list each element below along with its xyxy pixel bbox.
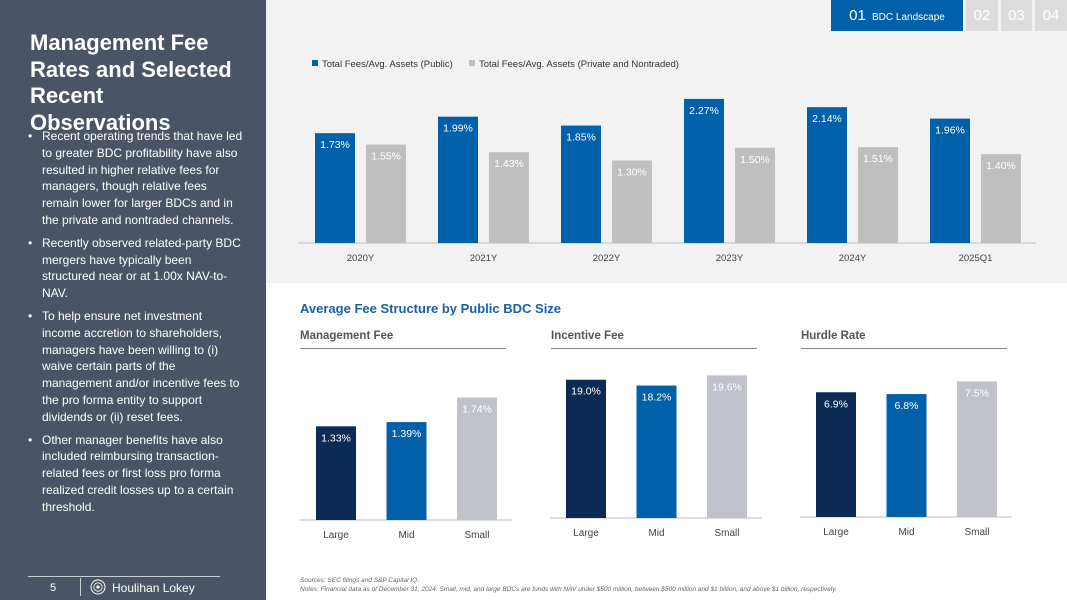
observation-list: Recent operating trends that have led to…	[28, 128, 244, 522]
bullet-item: Recently observed related-party BDC merg…	[28, 235, 244, 302]
management-fee-data-label-mid: 1.39%	[392, 428, 422, 440]
hurdle-rate-x-tick-small: Small	[964, 527, 989, 538]
bar-private-2020Y	[366, 144, 406, 243]
section-title: Average Fee Structure by Public BDC Size	[300, 301, 562, 316]
tab-section-04[interactable]: 04	[1035, 0, 1067, 31]
legend-swatch-private	[469, 60, 475, 66]
data-label-public-2025Q1: 1.96%	[935, 125, 965, 137]
legend-item-public: Total Fees/Avg. Assets (Public)	[312, 59, 453, 70]
bullet-item: To help ensure net investment income acc…	[28, 308, 244, 426]
management-fee-title: Management Fee	[300, 330, 394, 342]
bar-private-2024Y	[858, 147, 898, 243]
incentive-fee-underline	[551, 348, 757, 349]
footnotes: Sources: SEC filings and S&P Capital IQ.…	[300, 576, 837, 594]
incentive-fee-data-label-small: 19.6%	[712, 381, 742, 393]
management-fee-bar-mid	[386, 422, 427, 520]
sidebar: Management Fee Rates and Selected Recent…	[0, 0, 266, 600]
x-tick-label-2020Y: 2020Y	[347, 253, 375, 264]
bar-private-2021Y	[489, 152, 529, 243]
legend-swatch-public	[312, 60, 318, 66]
bar-public-2025Q1	[930, 118, 970, 243]
tab-section-03[interactable]: 03	[1001, 0, 1032, 31]
bar-public-2023Y	[684, 98, 724, 243]
logo-separator	[80, 578, 81, 596]
tab-bdc-landscape[interactable]: 01 BDC Landscape	[831, 0, 963, 31]
incentive-fee-x-tick-mid: Mid	[648, 528, 664, 539]
management-fee-data-label-large: 1.33%	[321, 432, 351, 444]
tab-number: 01	[849, 7, 866, 24]
legend-item-private: Total Fees/Avg. Assets (Private and Nont…	[469, 59, 679, 70]
hurdle-rate-bar-large	[816, 392, 856, 517]
incentive-fee-bar-mid	[636, 385, 677, 518]
bar-private-2022Y	[612, 160, 652, 243]
hurdle-rate-x-tick-mid: Mid	[898, 527, 914, 538]
legend-label-public: Total Fees/Avg. Assets (Public)	[322, 59, 453, 70]
management-fee-x-tick-large: Large	[323, 530, 349, 541]
footer-divider	[28, 576, 220, 577]
bar-public-2021Y	[438, 116, 478, 243]
bar-public-2020Y	[315, 133, 355, 243]
page-number: 5	[50, 582, 57, 594]
incentive-fee-bar-large	[566, 379, 606, 518]
x-tick-label-2022Y: 2022Y	[593, 253, 621, 264]
data-label-private-2020Y: 1.55%	[371, 151, 401, 163]
bullet-item: Other manager benefits have also include…	[28, 432, 244, 516]
data-label-private-2023Y: 1.50%	[740, 154, 770, 166]
data-label-private-2024Y: 1.51%	[863, 153, 893, 165]
bar-private-2023Y	[735, 147, 775, 243]
hurdle-rate-bar-mid	[886, 394, 927, 517]
bar-public-2024Y	[807, 107, 847, 243]
notes-note: Notes: Financial data as of December 31,…	[300, 586, 837, 593]
incentive-fee-x-tick-large: Large	[573, 528, 599, 539]
logo-text: Houlihan Lokey	[112, 581, 195, 595]
data-label-public-2024Y: 2.14%	[812, 113, 842, 125]
hurdle-rate-data-label-mid: 6.8%	[895, 400, 919, 412]
x-tick-label-2025Q1: 2025Q1	[959, 253, 993, 264]
incentive-fee-title: Incentive Fee	[551, 330, 624, 342]
x-tick-label-2024Y: 2024Y	[839, 253, 867, 264]
hurdle-rate-title: Hurdle Rate	[801, 330, 866, 342]
tab-label: BDC Landscape	[872, 12, 945, 23]
sources-note: Sources: SEC filings and S&P Capital IQ.	[300, 577, 419, 584]
x-tick-label-2023Y: 2023Y	[716, 253, 744, 264]
data-label-public-2020Y: 1.73%	[320, 139, 350, 151]
tab-section-02[interactable]: 02	[966, 0, 998, 31]
hurdle-rate-bar-small	[957, 381, 997, 517]
management-fee-x-tick-mid: Mid	[398, 530, 414, 541]
data-label-private-2021Y: 1.43%	[494, 158, 524, 170]
x-tick-label-2021Y: 2021Y	[470, 253, 498, 264]
hurdle-rate-data-label-large: 6.9%	[824, 398, 848, 410]
hurdle-rate-underline	[801, 348, 1007, 349]
data-label-public-2023Y: 2.27%	[689, 105, 719, 117]
data-label-public-2021Y: 1.99%	[443, 123, 473, 135]
incentive-fee-data-label-mid: 18.2%	[642, 392, 672, 404]
management-fee-bar-small	[457, 397, 497, 520]
bar-private-2025Q1	[981, 154, 1021, 243]
hurdle-rate-x-tick-large: Large	[823, 527, 849, 538]
houlihan-lokey-logo-icon	[90, 579, 106, 595]
data-label-private-2025Q1: 1.40%	[986, 160, 1016, 172]
bar-public-2022Y	[561, 125, 601, 243]
hurdle-rate-data-label-small: 7.5%	[965, 387, 989, 399]
incentive-fee-data-label-large: 19.0%	[571, 386, 601, 398]
incentive-fee-x-tick-small: Small	[714, 528, 739, 539]
management-fee-data-label-small: 1.74%	[462, 403, 492, 415]
legend-label-private: Total Fees/Avg. Assets (Private and Nont…	[479, 59, 679, 70]
management-fee-bar-large	[316, 426, 356, 520]
bullet-item: Recent operating trends that have led to…	[28, 128, 244, 229]
management-fee-x-tick-small: Small	[464, 530, 489, 541]
management-fee-underline	[300, 348, 506, 349]
data-label-public-2022Y: 1.85%	[566, 132, 596, 144]
data-label-private-2022Y: 1.30%	[617, 166, 647, 178]
incentive-fee-bar-small	[707, 375, 747, 518]
